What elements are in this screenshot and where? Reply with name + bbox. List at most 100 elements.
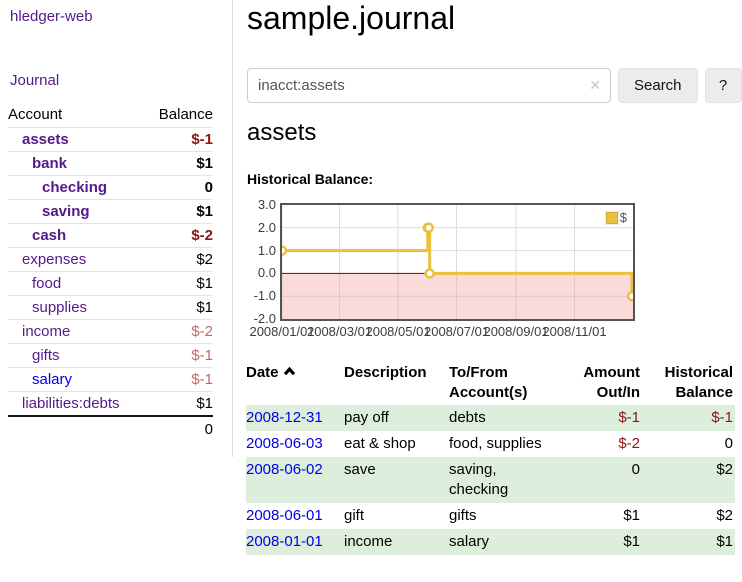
account-link-expenses[interactable]: expenses <box>22 251 87 268</box>
balance-cell: $1 <box>716 533 733 550</box>
account-name-cell: bank <box>8 152 146 176</box>
account-balance: $-1 <box>191 347 213 364</box>
accounts-cell: debts <box>449 409 486 426</box>
account-name-cell: liabilities:debts <box>8 392 146 417</box>
y-axis-tick-label: 1.0 <box>257 242 276 258</box>
account-balance: $1 <box>196 275 213 292</box>
accounts-cell: saving, checking <box>449 461 509 498</box>
chart-legend: $ <box>604 210 627 225</box>
account-link-supplies[interactable]: supplies <box>32 299 88 316</box>
account-row: liabilities:debts $1 <box>8 391 213 417</box>
account-row: income $-2 <box>8 319 213 344</box>
account-link-cash[interactable]: cash <box>32 227 67 244</box>
accounts-cell: salary <box>449 533 490 550</box>
balance-cell: $-1 <box>711 409 733 426</box>
account-name-cell: salary <box>8 368 146 392</box>
transaction-date-link[interactable]: 2008-06-02 <box>246 461 323 478</box>
description-cell: gift <box>344 507 365 524</box>
accounts-total-row: 0 <box>8 416 213 442</box>
account-row: food $1 <box>8 271 213 296</box>
account-row: assets $-1 <box>8 127 213 152</box>
account-balance: $-2 <box>191 227 213 244</box>
help-button[interactable]: ? <box>704 68 742 103</box>
y-axis-tick-label: 3.0 <box>257 197 276 212</box>
accounts-cell: gifts <box>449 507 477 524</box>
accounts-cell: food, supplies <box>449 435 542 452</box>
register-header-date-label: Date <box>246 364 279 381</box>
register-row: 2008-06-01 gift gifts $1 $2 <box>246 503 735 529</box>
account-name-cell: expenses <box>8 248 146 272</box>
account-name-cell: gifts <box>8 344 146 368</box>
account-link-saving[interactable]: saving <box>42 203 90 220</box>
balance-cell: $2 <box>716 461 733 478</box>
description-cell: income <box>344 533 393 550</box>
date-cell: 2008-01-01 <box>246 529 344 555</box>
date-cell: 2008-06-03 <box>246 431 344 457</box>
x-axis-tick-label: 2008/01/01 <box>249 324 315 339</box>
transaction-date-link[interactable]: 2008-06-01 <box>246 507 323 524</box>
page-title: sample.journal <box>247 0 456 36</box>
main-content: sample.journal ✕ Search ? assets Histori… <box>246 0 742 582</box>
register-header-row: Date Description To/From Account(s) Amou… <box>246 361 735 405</box>
account-balance: $-2 <box>191 323 213 340</box>
register-header-amount: Amount Out/In <box>583 364 640 401</box>
date-cell: 2008-06-02 <box>246 457 344 503</box>
sidebar: hledger-web Journal Account Balance asse… <box>0 0 233 582</box>
account-link-liabilities-debts[interactable]: liabilities:debts <box>22 395 120 412</box>
account-link-assets[interactable]: assets <box>22 131 69 148</box>
search-input[interactable] <box>247 68 611 103</box>
register-row: 2008-12-31 pay off debts $-1 $-1 <box>246 405 735 431</box>
account-name-cell: saving <box>8 200 146 224</box>
sidebar-divider <box>232 0 233 457</box>
account-link-income[interactable]: income <box>22 323 71 340</box>
description-cell: eat & shop <box>344 435 416 452</box>
accounts-total-value: 0 <box>204 421 213 438</box>
accounts-table: Account Balance assets $-1 bank $1 checking 0… <box>8 102 213 442</box>
search-form: ✕ Search ? <box>247 68 742 103</box>
x-axis-tick-label: 2008/09/01 <box>483 324 549 339</box>
transaction-date-link[interactable]: 2008-01-01 <box>246 533 323 550</box>
account-link-bank[interactable]: bank <box>32 155 68 172</box>
app-title-link[interactable]: hledger-web <box>10 8 93 25</box>
account-balance: $-1 <box>191 131 213 148</box>
chart-plot-area: $ <box>280 203 635 321</box>
accounts-header-account: Account <box>8 106 63 123</box>
account-link-food[interactable]: food <box>32 275 62 292</box>
account-row: gifts $-1 <box>8 343 213 368</box>
search-button[interactable]: Search <box>618 68 698 103</box>
amount-cell: 0 <box>631 461 640 478</box>
account-row: checking 0 <box>8 175 213 200</box>
account-link-gifts[interactable]: gifts <box>32 347 60 364</box>
account-name-cell: cash <box>8 224 146 248</box>
sort-ascending-icon <box>283 366 295 376</box>
transaction-date-link[interactable]: 2008-12-31 <box>246 409 323 426</box>
account-row: supplies $1 <box>8 295 213 320</box>
sidebar-item-journal[interactable]: Journal <box>10 72 60 89</box>
account-balance: $-1 <box>191 371 213 388</box>
register-row: 2008-06-02 save saving, checking 0 $2 <box>246 457 735 503</box>
account-balance: $1 <box>196 299 213 316</box>
account-balance: 0 <box>204 179 213 196</box>
register-header-date[interactable]: Date <box>246 361 344 405</box>
register-row: 2008-01-01 income salary $1 $1 <box>246 529 735 555</box>
description-cell: save <box>344 461 376 478</box>
register-table: Date Description To/From Account(s) Amou… <box>246 361 735 555</box>
account-name-cell: checking <box>8 176 146 200</box>
description-cell: pay off <box>344 409 389 426</box>
accounts-header-row: Account Balance <box>8 102 213 128</box>
account-row: cash $-2 <box>8 223 213 248</box>
account-link-salary[interactable]: salary <box>32 371 73 388</box>
account-name-cell: assets <box>8 128 146 152</box>
legend-label: $ <box>619 210 627 225</box>
balance-cell: $2 <box>716 507 733 524</box>
clear-search-icon[interactable]: ✕ <box>589 77 601 93</box>
register-row: 2008-06-03 eat & shop food, supplies $-2 0 <box>246 431 735 457</box>
account-balance: $2 <box>196 251 213 268</box>
chart-title: Historical Balance: <box>247 171 374 187</box>
register-header-description: Description <box>344 364 427 381</box>
transaction-date-link[interactable]: 2008-06-03 <box>246 435 323 452</box>
register-header-balance: Historical Balance <box>664 364 733 401</box>
account-link-checking[interactable]: checking <box>42 179 108 196</box>
account-balance: $1 <box>196 203 213 220</box>
search-box: ✕ <box>247 68 611 103</box>
